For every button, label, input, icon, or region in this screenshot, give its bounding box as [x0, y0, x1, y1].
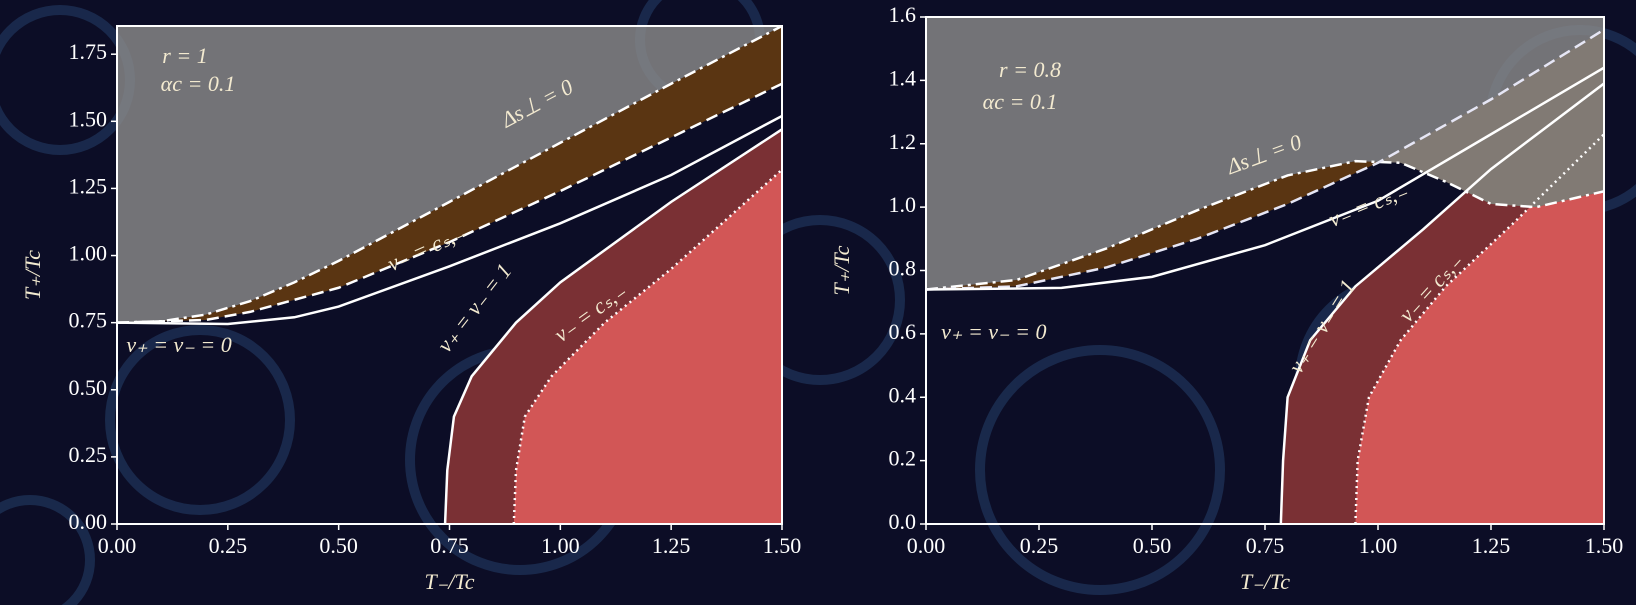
x-tick-label: 1.00: [541, 533, 580, 558]
x-tick-label: 0.00: [907, 533, 946, 558]
curve: [512, 168, 782, 524]
y-tick-label: 1.50: [69, 106, 108, 131]
region-fill: [445, 129, 782, 524]
x-axis-label: T₋/Tc: [1240, 569, 1290, 594]
y-tick-label: 1.25: [69, 173, 108, 198]
y-tick-label: 1.0: [889, 192, 917, 217]
y-tick-label: 0.25: [69, 442, 108, 467]
curve: [117, 82, 782, 324]
x-tick-label: 1.25: [652, 533, 691, 558]
curve: [926, 66, 1604, 291]
annotation: r = 0.8: [999, 57, 1061, 82]
x-tick-label: 0.25: [1020, 533, 1059, 558]
region-fill: [513, 169, 782, 524]
y-tick-label: 0.75: [69, 308, 108, 333]
x-tick-label: 1.00: [1359, 533, 1398, 558]
curve: [926, 28, 1604, 291]
x-tick-label: 0.25: [209, 533, 248, 558]
curve: [926, 159, 1604, 291]
y-tick-label: 0.8: [889, 256, 917, 281]
curve: [1354, 133, 1604, 524]
x-tick-label: 0.50: [319, 533, 358, 558]
y-axis-label: T₊/Tc: [20, 250, 45, 300]
y-tick-label: 0.00: [69, 509, 108, 534]
y-tick-label: 0.4: [889, 382, 917, 407]
y-tick-label: 1.00: [69, 241, 108, 266]
annotation: r = 1: [162, 43, 207, 68]
x-tick-label: 0.00: [98, 533, 137, 558]
x-tick-label: 1.50: [763, 533, 802, 558]
y-tick-label: 1.4: [889, 65, 917, 90]
curve-label: v₊ = v₋ = 0: [126, 332, 231, 357]
region-fill: [117, 26, 782, 323]
curve: [117, 26, 782, 324]
annotation: αc = 0.1: [161, 71, 236, 96]
x-axis-label: T₋/Tc: [425, 569, 475, 594]
curve-label: v₊ = v₋ = 0: [941, 319, 1046, 344]
plot-area: [117, 26, 782, 524]
curve: [1279, 82, 1604, 524]
x-tick-label: 0.50: [1133, 533, 1172, 558]
curve: [117, 114, 782, 326]
y-tick-label: 0.6: [889, 319, 917, 344]
x-tick-label: 0.75: [430, 533, 469, 558]
annotation: αc = 0.1: [983, 89, 1058, 114]
x-tick-label: 1.25: [1472, 533, 1511, 558]
y-tick-label: 1.75: [69, 39, 108, 64]
x-tick-label: 1.50: [1585, 533, 1624, 558]
y-axis-label: T₊/Tc: [829, 245, 854, 295]
x-tick-label: 0.75: [1246, 533, 1285, 558]
region-fill: [1355, 134, 1604, 524]
curve: [443, 128, 782, 524]
y-tick-label: 1.2: [889, 129, 917, 154]
y-tick-label: 0.0: [889, 509, 917, 534]
plot-area: [926, 17, 1604, 524]
y-tick-label: 0.2: [889, 446, 917, 471]
y-tick-label: 0.50: [69, 375, 108, 400]
region-fill: [926, 17, 1604, 290]
y-tick-label: 1.6: [889, 2, 917, 27]
